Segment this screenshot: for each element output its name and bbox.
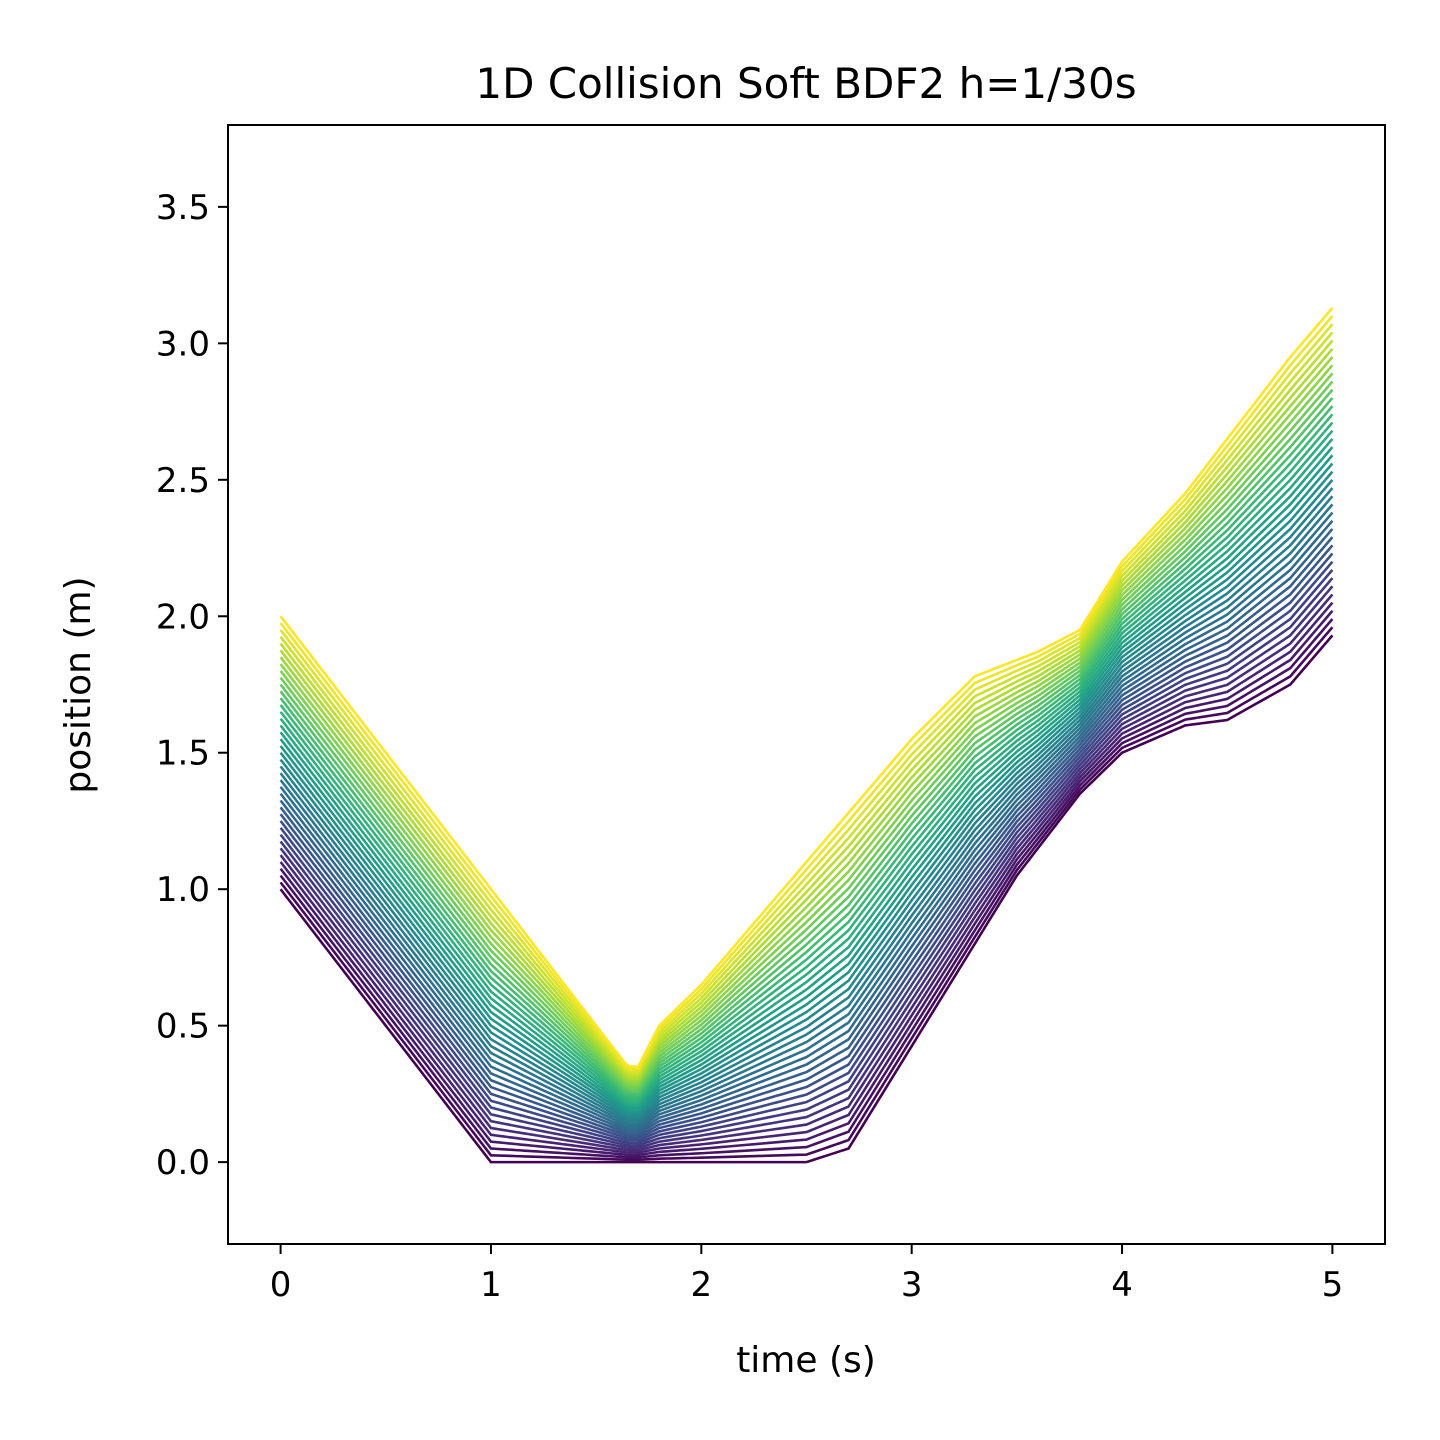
y-tick-label: 3.5	[156, 188, 210, 228]
series-line-39-start-1.950	[279, 323, 1334, 1073]
series-line-27-start-1.650	[279, 421, 1334, 1102]
x-tick-label: 5	[1322, 1265, 1344, 1305]
series-line-36-start-1.875	[279, 347, 1334, 1080]
series-line-34-start-1.825	[279, 364, 1334, 1085]
series-line-6-start-1.125	[279, 593, 1334, 1152]
x-tick-label: 2	[690, 1265, 712, 1305]
y-axis-label: position (m)	[58, 576, 99, 793]
series-line-35-start-1.850	[279, 356, 1334, 1083]
series-line-38-start-1.925	[279, 331, 1334, 1076]
series-line-41-start-2.000	[279, 307, 1334, 1068]
series-line-31-start-1.750	[279, 388, 1334, 1092]
series-line-33-start-1.800	[279, 372, 1334, 1087]
series-line-32-start-1.775	[279, 380, 1334, 1090]
series-line-40-start-1.975	[279, 315, 1334, 1071]
series-line-8-start-1.175	[279, 577, 1334, 1147]
series-line-26-start-1.625	[279, 429, 1334, 1104]
series-group	[279, 307, 1334, 1164]
series-line-11-start-1.250	[279, 552, 1334, 1140]
series-line-12-start-1.275	[279, 544, 1334, 1138]
series-line-13-start-1.300	[279, 536, 1334, 1135]
series-line-19-start-1.450	[279, 487, 1334, 1121]
y-tick-label: 2.0	[156, 597, 210, 637]
x-tick-label: 1	[480, 1265, 502, 1305]
series-line-2-start-1.025	[279, 626, 1334, 1162]
series-line-21-start-1.500	[279, 470, 1334, 1116]
plot-frame	[227, 124, 1386, 1245]
y-tick-label: 2.5	[156, 461, 210, 501]
series-line-25-start-1.600	[279, 438, 1334, 1107]
series-line-23-start-1.550	[279, 454, 1334, 1111]
x-tick-label: 3	[901, 1265, 923, 1305]
x-tick-label: 0	[270, 1265, 292, 1305]
series-line-15-start-1.350	[279, 519, 1334, 1130]
series-line-5-start-1.100	[279, 601, 1334, 1154]
series-line-4-start-1.075	[279, 609, 1334, 1157]
y-tick-label: 1.0	[156, 870, 210, 910]
y-axis-ticks: 0.0 0.5 1.0 1.5 2.0 2.5 3.0 3.5	[156, 188, 228, 1183]
series-line-7-start-1.150	[279, 585, 1334, 1150]
x-axis-label: time (s)	[736, 1340, 876, 1381]
series-line-10-start-1.225	[279, 560, 1334, 1142]
series-line-1-start-1.000	[279, 634, 1334, 1164]
y-tick-label: 1.5	[156, 734, 210, 774]
series-line-22-start-1.525	[279, 462, 1334, 1114]
series-line-29-start-1.700	[279, 405, 1334, 1097]
y-tick-label: 0.5	[156, 1007, 210, 1047]
series-line-30-start-1.725	[279, 397, 1334, 1095]
x-axis-ticks: 0 1 2 3 4 5	[270, 1244, 1343, 1305]
series-line-24-start-1.575	[279, 446, 1334, 1109]
series-line-9-start-1.200	[279, 569, 1334, 1145]
series-line-16-start-1.375	[279, 511, 1334, 1128]
series-line-20-start-1.475	[279, 478, 1334, 1119]
series-line-28-start-1.675	[279, 413, 1334, 1099]
series-line-17-start-1.400	[279, 503, 1334, 1126]
series-line-37-start-1.900	[279, 339, 1334, 1078]
series-line-14-start-1.325	[279, 528, 1334, 1133]
series-line-18-start-1.425	[279, 495, 1334, 1123]
x-tick-label: 4	[1111, 1265, 1133, 1305]
chart-title: 1D Collision Soft BDF2 h=1/30s	[475, 59, 1136, 108]
y-tick-label: 3.0	[156, 324, 210, 364]
series-line-3-start-1.050	[279, 618, 1334, 1159]
y-tick-label: 0.0	[156, 1143, 210, 1183]
